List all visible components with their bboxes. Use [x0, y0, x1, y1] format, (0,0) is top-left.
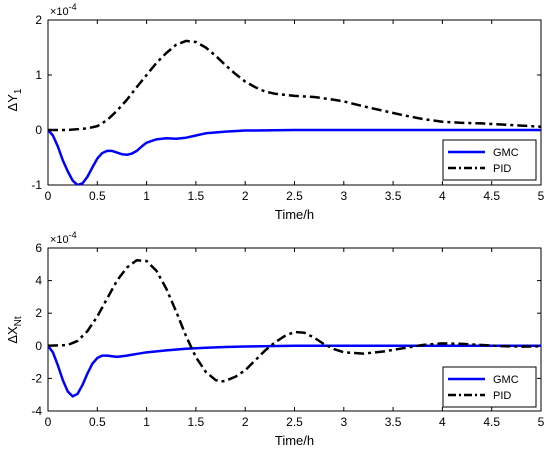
- y-tick-label: 0: [35, 123, 42, 137]
- axis-scale-factor: ×10-4: [50, 230, 77, 246]
- x-tick-label: 2.5: [286, 189, 303, 203]
- series-line-pid: [48, 258, 541, 383]
- scale-base: ×10: [50, 6, 69, 18]
- x-tick-label: 2.5: [286, 415, 303, 429]
- scale-exponent: -4: [69, 2, 77, 12]
- y-tick-label: 2: [35, 306, 42, 320]
- x-tick-label: 3: [340, 415, 347, 429]
- y-tick-label: 0: [35, 339, 42, 353]
- x-tick-label: 0: [45, 415, 52, 429]
- y-axis-label: ΔY1: [5, 88, 24, 111]
- x-tick-label: 2: [242, 415, 249, 429]
- y-tick-label: 4: [35, 274, 42, 288]
- series-line-pid: [48, 39, 541, 132]
- legend-label-gmc: GMC: [493, 147, 519, 159]
- y-label-main: ΔX: [5, 326, 20, 344]
- y-tick-label: 1: [35, 68, 42, 82]
- legend-label-pid: PID: [493, 390, 511, 402]
- x-tick-label: 1: [143, 415, 150, 429]
- y-tick-label: -2: [31, 371, 42, 385]
- x-axis-label: Time/h: [275, 433, 314, 448]
- x-tick-label: 0.5: [89, 189, 106, 203]
- legend-label-gmc: GMC: [493, 374, 519, 386]
- y-tick-label: 2: [35, 13, 42, 27]
- scale-base: ×10: [50, 234, 69, 246]
- y-label-subscript: Nt: [13, 316, 24, 326]
- chart-2: 0 0.5 1 1.5 2 2.5 3 3.5 4 4.5 5-4-20246×10-4Time/h…: [5, 230, 545, 448]
- x-tick-label: 2: [242, 189, 249, 203]
- y-axis-label: ΔXNt: [5, 316, 24, 344]
- legend-box: [442, 366, 537, 408]
- x-tick-label: 1: [143, 189, 150, 203]
- y-tick-label: 6: [35, 241, 42, 255]
- x-tick-label: 5: [538, 415, 545, 429]
- x-tick-label: 5: [538, 189, 545, 203]
- series-line-gmc: [48, 128, 541, 185]
- x-tick-label: 3.5: [385, 415, 402, 429]
- legend-label-pid: PID: [493, 163, 511, 175]
- y-tick-label: -4: [31, 404, 42, 418]
- x-axis-label: Time/h: [275, 207, 314, 222]
- x-tick-label: 1.5: [188, 415, 205, 429]
- y-tick-label: -1: [31, 178, 42, 192]
- x-tick-label: 0: [45, 189, 52, 203]
- series-line-gmc: [48, 344, 541, 398]
- x-tick-label: 4.5: [483, 189, 500, 203]
- x-tick-label: 4: [439, 189, 446, 203]
- x-tick-label: 4: [439, 415, 446, 429]
- y-label-subscript: 1: [13, 88, 24, 94]
- chart-1: 0 0.5 1 1.5 2 2.5 3 3.5 4 4.5 5-1012×10-4Time/hΔY1…: [5, 2, 545, 222]
- axis-scale-factor: ×10-4: [50, 2, 77, 18]
- scale-exponent: -4: [69, 230, 77, 240]
- y-label-main: ΔY: [5, 94, 20, 112]
- x-tick-label: 1.5: [188, 189, 205, 203]
- x-tick-label: 4.5: [483, 415, 500, 429]
- x-tick-label: 3.5: [385, 189, 402, 203]
- x-tick-label: 0.5: [89, 415, 106, 429]
- legend-box: [442, 139, 537, 181]
- x-tick-label: 3: [340, 189, 347, 203]
